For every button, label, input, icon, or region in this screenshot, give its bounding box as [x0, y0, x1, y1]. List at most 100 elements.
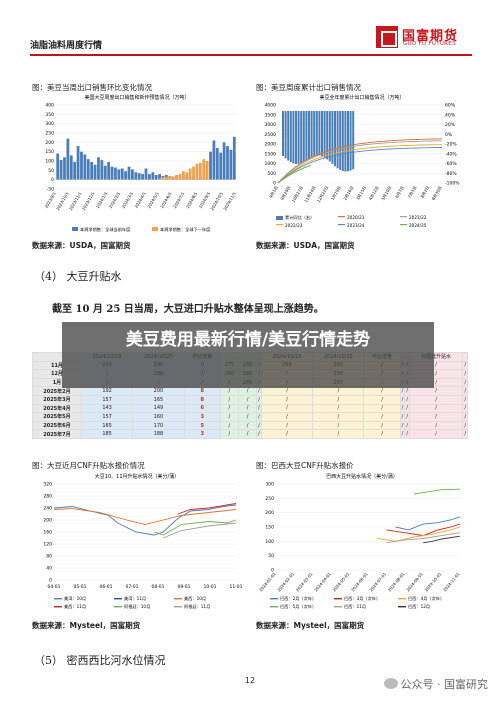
table-cell: /: [312, 386, 365, 396]
table-cell: /: [219, 394, 239, 405]
table-header-cell: [462, 352, 468, 362]
fig-cnf-us-caption: 图：大豆近月CNF升贴水报价情况: [32, 461, 145, 470]
x-tick-label: 2024/8/1: [185, 191, 199, 209]
x-tick-label: 9月29日: [279, 185, 291, 201]
table-cell: 8: [183, 394, 221, 405]
legend-swatch: [270, 606, 278, 608]
y-tick-label: 250: [45, 131, 54, 137]
x-tick-label: 10-01: [203, 584, 216, 590]
legend-swatch: [54, 606, 62, 608]
table-cell: 2025年7月: [32, 429, 82, 439]
x-tick-label: 2024-08-01: [387, 571, 406, 592]
bar: [219, 152, 223, 180]
bar: [103, 165, 107, 180]
x-tick-label: 2024-04-01: [313, 571, 332, 592]
table-cell: /: [408, 420, 464, 431]
bar: [226, 146, 229, 180]
table-cell: /: [408, 386, 464, 396]
x-tick-label: 12月22日: [316, 185, 329, 203]
bar: [117, 169, 121, 180]
legend-swatch: [114, 598, 122, 600]
chart-title: 美豆全年度累计出口销售情况（万吨）: [319, 94, 404, 101]
y2-tick-label: -40%: [445, 151, 457, 157]
table-cell: /: [462, 369, 468, 379]
bar: [168, 175, 172, 180]
legend-label: 累计同比（右）: [285, 214, 314, 221]
y-tick-label: -50: [47, 187, 54, 193]
yoy-bar: [331, 111, 334, 164]
table-cell: 3: [183, 412, 221, 422]
fig-cnf-br-caption: 图：巴西大豆CNF升贴水报价: [256, 461, 354, 470]
series-line: [377, 526, 461, 542]
x-tick-label: 2024-01-01: [258, 571, 277, 592]
y2-tick-label: 60%: [445, 103, 456, 109]
logo-mark-icon: [376, 26, 398, 48]
table-cell: /: [363, 429, 401, 439]
table-row: 2025年3月 157 165 8// / / / / / / / /: [32, 394, 468, 405]
table-cell: /: [408, 394, 464, 405]
x-tick-label: 08-01: [151, 584, 164, 590]
bar: [215, 147, 219, 180]
yoy-bar: [326, 111, 329, 160]
yoy-bar: [349, 111, 352, 171]
bar: [93, 164, 97, 180]
y-tick-label: 2500: [265, 132, 277, 138]
table-cell: 192: [80, 386, 134, 396]
x-tick-label: 2024-05-01: [332, 571, 351, 592]
table-cell: /: [462, 429, 468, 439]
cnf-br-chart-svg: 巴西大豆升贴水情况（美分/蒲） 300 250 200 150 100 50 02024-01…: [258, 473, 461, 610]
table-cell: 2025年3月: [32, 394, 82, 405]
table-cell: 143: [80, 403, 134, 414]
y2-tick-label: -100%: [445, 181, 460, 187]
legend-swatch: [174, 598, 182, 600]
bar: [158, 178, 161, 180]
x-tick-label: 2023/12/1: [81, 191, 96, 212]
x-tick-label: 7月5日: [407, 185, 418, 199]
table-cell: /: [219, 429, 239, 439]
y-tick-label: 400: [45, 103, 54, 109]
bar: [185, 172, 189, 180]
logo-cn: 国富期货: [402, 29, 459, 44]
legend-label: 2023/24: [347, 223, 365, 228]
bar: [131, 169, 134, 180]
table-cell: /: [462, 386, 468, 396]
series-line: [395, 516, 461, 531]
table-cell: /: [363, 386, 401, 396]
bar: [202, 159, 206, 180]
legend-label: 2021/22: [409, 215, 427, 220]
table-cell: /: [260, 403, 314, 414]
legend-label: 美湾：10月: [64, 595, 86, 602]
legend-label: 巴西：11月: [344, 604, 366, 610]
series-line: [386, 532, 461, 544]
bar: [76, 146, 80, 180]
table-cell: /: [408, 412, 464, 422]
x-tick-label: 2024-11-01: [442, 571, 461, 592]
series-line: [177, 503, 237, 515]
bar: [86, 159, 90, 180]
bar: [120, 168, 124, 180]
yoy-bar: [302, 111, 305, 162]
y-tick-label: 100: [265, 539, 274, 545]
bar: [154, 175, 158, 180]
x-tick-label: 11-01: [229, 584, 242, 590]
bar: [209, 151, 212, 180]
table-cell: /: [462, 377, 468, 388]
x-tick-label: 2023/9/1: [44, 191, 58, 209]
banner-text: 美豆费用最新行情/美豆行情走势: [125, 330, 371, 350]
x-tick-label: 5月10日: [380, 185, 392, 201]
legend-label: 巴西：2月（次年）: [280, 595, 316, 602]
yoy-bar: [284, 111, 287, 159]
yoy-bar: [344, 111, 347, 172]
bar: [175, 175, 178, 180]
table-cell: /: [237, 394, 258, 405]
x-tick-label: 2024-10-01: [424, 571, 443, 592]
series-line: [163, 522, 237, 539]
table-cell: /: [363, 403, 401, 414]
legend-swatch: [338, 224, 345, 226]
bar: [205, 161, 209, 180]
x-tick-label: 2024/6/1: [159, 191, 173, 209]
table-cell: /: [363, 412, 401, 422]
chart-cnf-us: 大豆10、11月升贴水情况（美分/蒲） 320 280 240 200 160 120 80 4…: [32, 470, 243, 616]
series-line: [423, 535, 461, 544]
legend-label: 阿根廷：11月: [184, 603, 210, 610]
